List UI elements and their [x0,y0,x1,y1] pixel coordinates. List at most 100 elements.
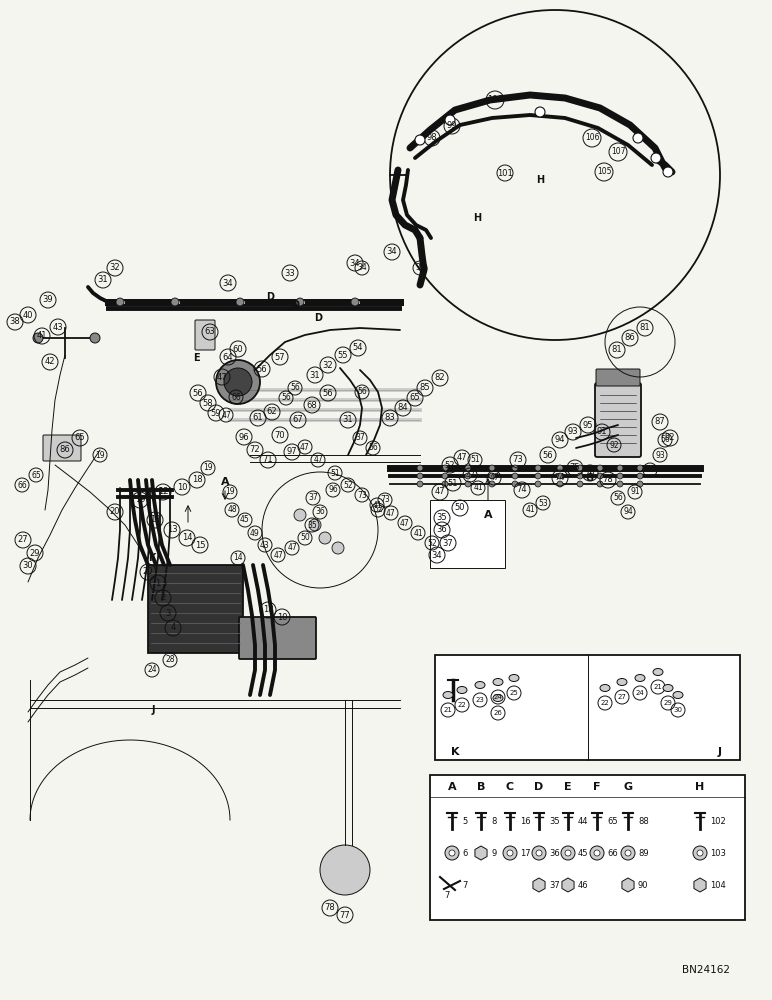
Circle shape [415,135,425,145]
Circle shape [445,846,459,860]
Text: 56: 56 [281,393,291,402]
Text: 4: 4 [171,624,175,633]
Text: 37: 37 [308,493,318,502]
Circle shape [535,473,541,479]
Text: 30: 30 [22,562,33,570]
Text: 52: 52 [427,538,437,548]
Text: 50: 50 [455,504,466,512]
Text: A: A [484,510,493,520]
Circle shape [512,465,518,471]
Text: 47: 47 [273,550,283,560]
Text: 52: 52 [445,460,455,470]
Text: 47: 47 [313,456,323,464]
Text: 29: 29 [664,700,672,706]
Text: 19: 19 [203,464,213,473]
Text: 52: 52 [373,506,383,514]
Text: 70: 70 [275,430,286,440]
Text: 20: 20 [110,508,120,516]
Text: 31: 31 [310,370,320,379]
Circle shape [637,473,643,479]
Text: 13: 13 [167,526,178,534]
Text: 94: 94 [623,508,633,516]
Circle shape [320,845,370,895]
Ellipse shape [509,674,519,682]
Circle shape [590,846,604,860]
Circle shape [332,542,344,554]
Circle shape [236,298,244,306]
Text: 81: 81 [611,346,622,355]
Text: 47: 47 [386,508,396,518]
Circle shape [625,850,631,856]
Text: 57: 57 [275,353,286,361]
Text: 40: 40 [22,310,33,320]
Text: 22: 22 [458,702,466,708]
Circle shape [465,473,471,479]
Text: 41: 41 [525,506,535,514]
Text: 74: 74 [516,486,527,494]
Text: H: H [696,782,705,792]
Ellipse shape [673,692,683,698]
Text: 91: 91 [597,428,608,436]
Text: 3: 3 [165,608,171,617]
Text: 96: 96 [328,486,338,494]
Text: 83: 83 [384,414,395,422]
Circle shape [319,532,331,544]
Circle shape [617,473,623,479]
Text: 87: 87 [655,418,665,426]
Text: 18: 18 [262,605,273,614]
Text: 95: 95 [645,466,655,475]
Circle shape [489,465,495,471]
Text: 28: 28 [165,656,174,664]
FancyBboxPatch shape [435,655,740,760]
Text: G: G [624,782,632,792]
Text: 63: 63 [205,328,215,336]
Circle shape [565,850,571,856]
Circle shape [449,850,455,856]
Text: 100: 100 [487,96,503,104]
Text: 82: 82 [435,373,445,382]
Ellipse shape [443,692,453,698]
Text: 66: 66 [17,481,27,489]
Text: 31: 31 [343,416,354,424]
Text: 78: 78 [324,904,335,912]
Ellipse shape [663,684,673,692]
Circle shape [535,465,541,471]
Text: 106: 106 [584,133,599,142]
Text: 36: 36 [437,526,448,534]
Text: 36: 36 [549,848,560,857]
Circle shape [557,473,563,479]
Text: 47: 47 [287,544,297,552]
Text: 33: 33 [285,268,296,277]
Circle shape [597,481,603,487]
Text: 107: 107 [611,147,625,156]
Text: 47: 47 [400,518,410,528]
Text: E: E [564,782,572,792]
Text: 72: 72 [249,446,260,454]
Circle shape [597,473,603,479]
Text: 47: 47 [300,442,310,452]
Text: 46: 46 [578,880,588,890]
Text: 24: 24 [493,694,503,700]
Text: 60: 60 [232,344,243,354]
Text: 47: 47 [465,471,475,480]
Text: 85: 85 [420,383,430,392]
Text: 19: 19 [225,488,235,496]
Text: 34: 34 [222,278,233,288]
Text: 56: 56 [357,387,367,396]
Text: 29: 29 [30,548,40,558]
Text: 35: 35 [307,520,317,530]
Text: 14: 14 [233,554,243,562]
Text: 43: 43 [260,540,270,550]
Text: 75: 75 [570,464,581,473]
Text: 88: 88 [638,816,648,826]
Text: 30: 30 [673,707,682,713]
Circle shape [663,167,673,177]
Text: 93: 93 [655,450,665,460]
Text: 21: 21 [444,707,452,713]
Text: K: K [451,747,459,757]
Circle shape [561,846,575,860]
Text: 34: 34 [357,263,367,272]
Text: 17: 17 [520,848,530,857]
Text: 97: 97 [286,448,297,456]
Text: 56: 56 [323,388,334,397]
